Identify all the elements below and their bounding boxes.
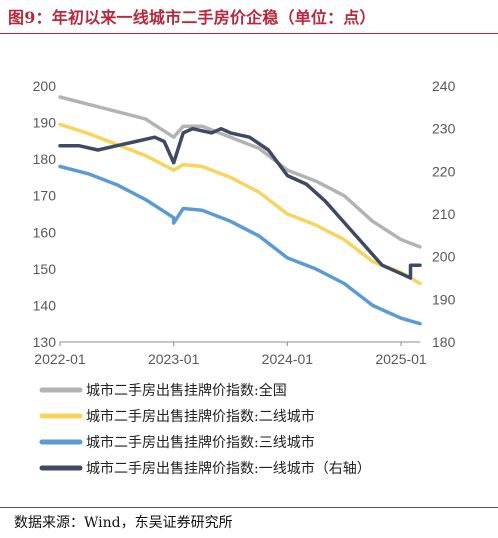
x-axis-tick-label: 2025-01	[375, 351, 427, 367]
title-rule	[0, 33, 498, 34]
right-axis-tick-label: 220	[432, 163, 456, 179]
x-axis-tick-label: 2022-01	[34, 351, 86, 367]
left-axis-tick-label: 130	[33, 334, 57, 350]
series-line-3	[58, 164, 422, 326]
right-axis-tick-label: 180	[432, 334, 456, 350]
x-axis-tick-label: 2024-01	[262, 351, 314, 367]
left-axis-tick-label: 190	[33, 115, 57, 131]
left-axis-tick-label: 170	[33, 188, 57, 204]
right-axis-tick-label: 240	[432, 78, 456, 94]
line-chart: 200 190 180 170 160 150 140 130 240 230 220 210 200 1…	[33, 78, 456, 477]
figure-title: 图9：年初以来一线城市二手房价企稳（单位：点）	[8, 8, 376, 27]
legend-label-4: 城市二手房出售挂牌价指数:一线城市（右轴）	[86, 460, 371, 477]
right-axis-tick-label: 230	[432, 121, 456, 137]
legend-label-2: 城市二手房出售挂牌价指数:二线城市	[86, 408, 315, 425]
left-axis-tick-label: 160	[33, 224, 57, 240]
series-line-4	[58, 126, 422, 280]
left-axis-tick-label: 200	[33, 78, 57, 94]
right-axis-tick-label: 200	[432, 249, 456, 265]
left-axis-tick-label: 180	[33, 151, 57, 167]
x-axis-tick-label: 2023-01	[148, 351, 200, 367]
legend-label-1: 城市二手房出售挂牌价指数:全国	[86, 382, 287, 399]
source-note: 数据来源：Wind，东吴证券研究所	[14, 515, 233, 531]
left-axis-tick-label: 150	[33, 261, 57, 277]
legend-label-3: 城市二手房出售挂牌价指数:三线城市	[86, 434, 315, 451]
right-axis-tick-label: 210	[432, 206, 456, 222]
left-axis-tick-label: 140	[33, 297, 57, 313]
right-axis-tick-label: 190	[432, 291, 456, 307]
series-line-1	[58, 95, 422, 249]
footer-rule	[0, 507, 498, 508]
series-line-2	[58, 122, 422, 286]
